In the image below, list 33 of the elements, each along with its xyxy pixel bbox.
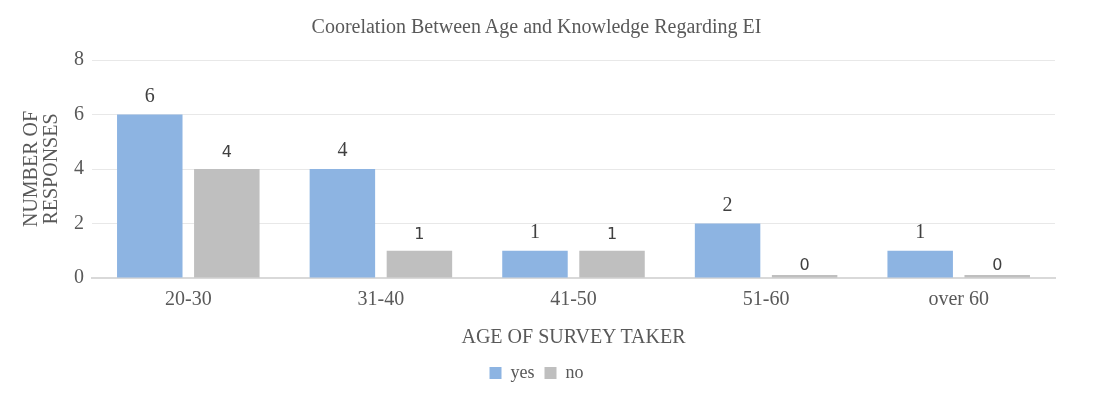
- data-label: 1: [414, 223, 425, 243]
- chart-title: Coorelation Between Age and Knowledge Regarding EI: [311, 15, 762, 39]
- bar: [117, 114, 183, 278]
- y-tick-label: 4: [74, 156, 84, 179]
- data-label: 2: [722, 192, 733, 215]
- x-tick-label: 41-50: [550, 287, 597, 310]
- y-tick-label: 2: [74, 210, 84, 233]
- legend-label: no: [565, 361, 584, 382]
- data-label: 6: [144, 83, 155, 106]
- x-tick-label: over 60: [928, 287, 989, 310]
- data-label: 1: [529, 220, 540, 242]
- bar: [694, 223, 761, 278]
- y-tick-label: 0: [74, 265, 84, 288]
- y-axis-title: NUMBER OF RESPONSES: [19, 110, 62, 228]
- y-tick-label: 8: [74, 47, 84, 70]
- data-label: 0: [992, 255, 1003, 275]
- data-label: 1: [606, 223, 618, 243]
- data-label: 1: [915, 220, 926, 242]
- data-label: 0: [799, 255, 810, 275]
- bar: [502, 250, 568, 278]
- x-tick-label: 31-40: [357, 287, 405, 310]
- bar: [887, 250, 953, 278]
- bar: [579, 250, 645, 278]
- data-label: 4: [221, 142, 232, 162]
- data-label: 4: [337, 138, 348, 161]
- bar: [309, 169, 376, 278]
- x-axis-title: AGE OF SURVEY TAKER: [461, 325, 687, 348]
- legend-label: yes: [510, 361, 535, 382]
- x-tick-label: 20-30: [164, 287, 212, 310]
- bar: [386, 250, 453, 278]
- bar: [194, 169, 260, 278]
- y-tick-label: 6: [74, 101, 84, 124]
- x-tick-label: 51-60: [742, 287, 790, 310]
